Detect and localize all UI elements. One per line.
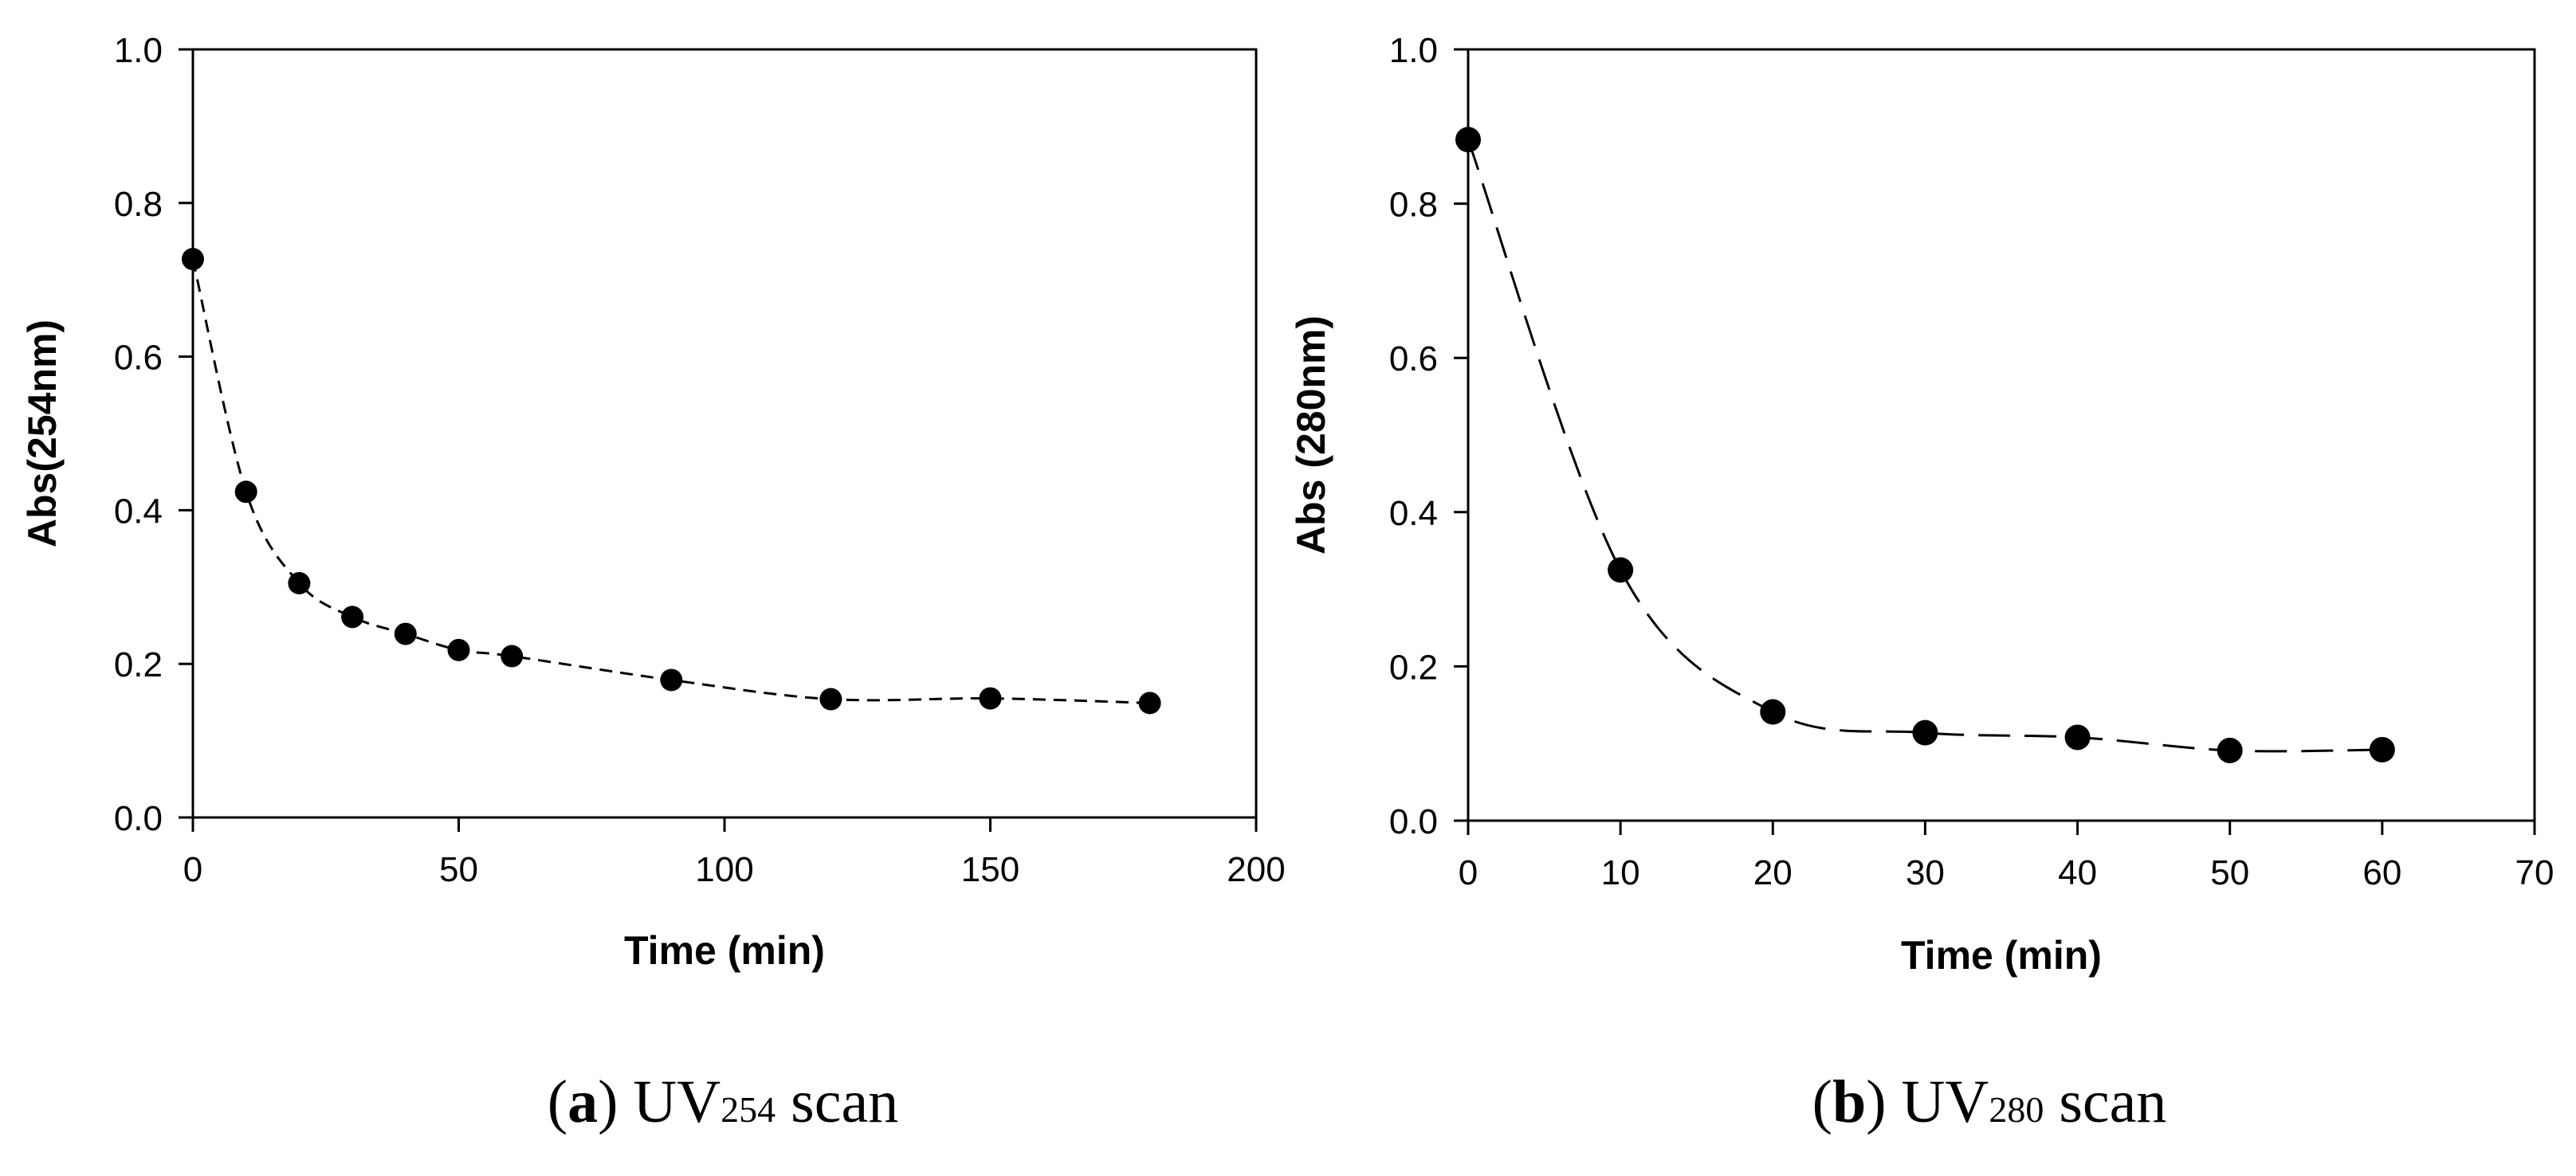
panel-b-x-tick-label: 30 xyxy=(1906,853,1945,892)
panel-b-y-tick-label: 0.4 xyxy=(1389,494,1438,533)
panel-a-data-point xyxy=(660,668,683,692)
panel-b-x-tick-label: 50 xyxy=(2210,853,2249,892)
panel-b-x-tick-label: 60 xyxy=(2362,853,2401,892)
panel-a-caption-sub: 254 xyxy=(721,1089,776,1130)
panel-b-y-axis-title: Abs (280nm) xyxy=(1289,316,1333,555)
panel-b-y-tick-label: 1.0 xyxy=(1389,31,1438,70)
panel-b-x-tick-label: 0 xyxy=(1459,853,1478,892)
panel-a-data-point xyxy=(341,606,364,629)
panel-a-chart: 0 50 100 150 200 0.0 0.2 0.4 0.6 0.8 1.0 Time (min)… xyxy=(20,31,1286,973)
panel-a-caption: (a) UV254 scan xyxy=(547,1068,899,1135)
panel-a-x-tick-label: 150 xyxy=(961,850,1019,889)
panel-a-x-tick-label: 0 xyxy=(183,850,202,889)
panel-b-data-point xyxy=(1608,557,1634,583)
panel-a-y-axis-title: Abs(254nm) xyxy=(20,319,65,547)
panel-b-data-point xyxy=(2064,724,2091,751)
panel-b-caption-sub: 280 xyxy=(1989,1089,2044,1130)
panel-a-caption-main: UV xyxy=(633,1068,721,1135)
panel-a-y-tick-label: 0.4 xyxy=(114,492,163,531)
panel-a-caption-suffix: scan xyxy=(776,1068,899,1135)
panel-b-x-tick-label: 10 xyxy=(1601,853,1640,892)
panel-b-data-point xyxy=(1455,127,1481,153)
panel-b-x-tick-label: 40 xyxy=(2058,853,2097,892)
panel-b-y-tick-label: 0.8 xyxy=(1389,186,1438,225)
panel-b-label: b xyxy=(1832,1068,1867,1135)
panel-a-data-point xyxy=(394,622,417,645)
panel-a-series-line xyxy=(191,258,1150,704)
panel-a-x-tick-label: 100 xyxy=(695,850,753,889)
panel-a-data-point xyxy=(182,248,204,271)
panel-b-y-tick-label: 0.0 xyxy=(1389,802,1438,841)
panel-b-x-axis-title: Time (min) xyxy=(1901,933,2102,978)
panel-a-data-point xyxy=(288,571,311,594)
panel-b-data-point xyxy=(1912,719,1938,746)
panel-a-y-tick-label: 1.0 xyxy=(114,31,163,70)
panel-a-y-tick-label: 0.2 xyxy=(114,645,163,684)
panel-b-chart: 0 10 20 30 40 50 60 70 0.0 0.2 0.4 0.6 0.8 1.0 Time (m… xyxy=(1289,31,2554,978)
panel-b-series-line xyxy=(1467,139,2382,753)
panel-a-data-point xyxy=(979,687,1002,710)
panel-b-caption-suffix: scan xyxy=(2044,1068,2167,1135)
panel-b-caption: (b) UV280 scan xyxy=(1812,1068,2167,1135)
panel-b-x-tick-label: 70 xyxy=(2515,853,2554,892)
panel-b-data-point xyxy=(2369,736,2395,762)
panel-b-y-tick-label: 0.6 xyxy=(1389,339,1438,378)
panel-a-x-tick-label: 50 xyxy=(439,850,478,889)
panel-a-data-point xyxy=(234,480,257,504)
panel-b-data-point xyxy=(1760,699,1786,725)
panel-a-data-point xyxy=(819,688,842,711)
panel-a-data-point xyxy=(1138,692,1161,715)
panel-a-x-tick-label: 200 xyxy=(1227,850,1285,889)
panel-a-data-point xyxy=(501,645,524,668)
panel-a-x-axis-title: Time (min) xyxy=(624,928,825,973)
panel-a-label: a xyxy=(567,1068,599,1135)
panel-a-y-tick-label: 0.6 xyxy=(114,339,163,378)
panel-b-plot-frame xyxy=(1467,48,2536,822)
panel-b-y-tick-label: 0.2 xyxy=(1389,648,1438,687)
panel-a-data-point xyxy=(447,638,470,661)
panel-b-x-tick-label: 20 xyxy=(1753,853,1793,892)
panel-b-data-point xyxy=(2217,737,2243,763)
panel-a-y-tick-label: 0.8 xyxy=(114,185,163,224)
panel-b-caption-main: UV xyxy=(1901,1068,1989,1135)
panel-a-y-tick-label: 0.0 xyxy=(114,799,163,838)
